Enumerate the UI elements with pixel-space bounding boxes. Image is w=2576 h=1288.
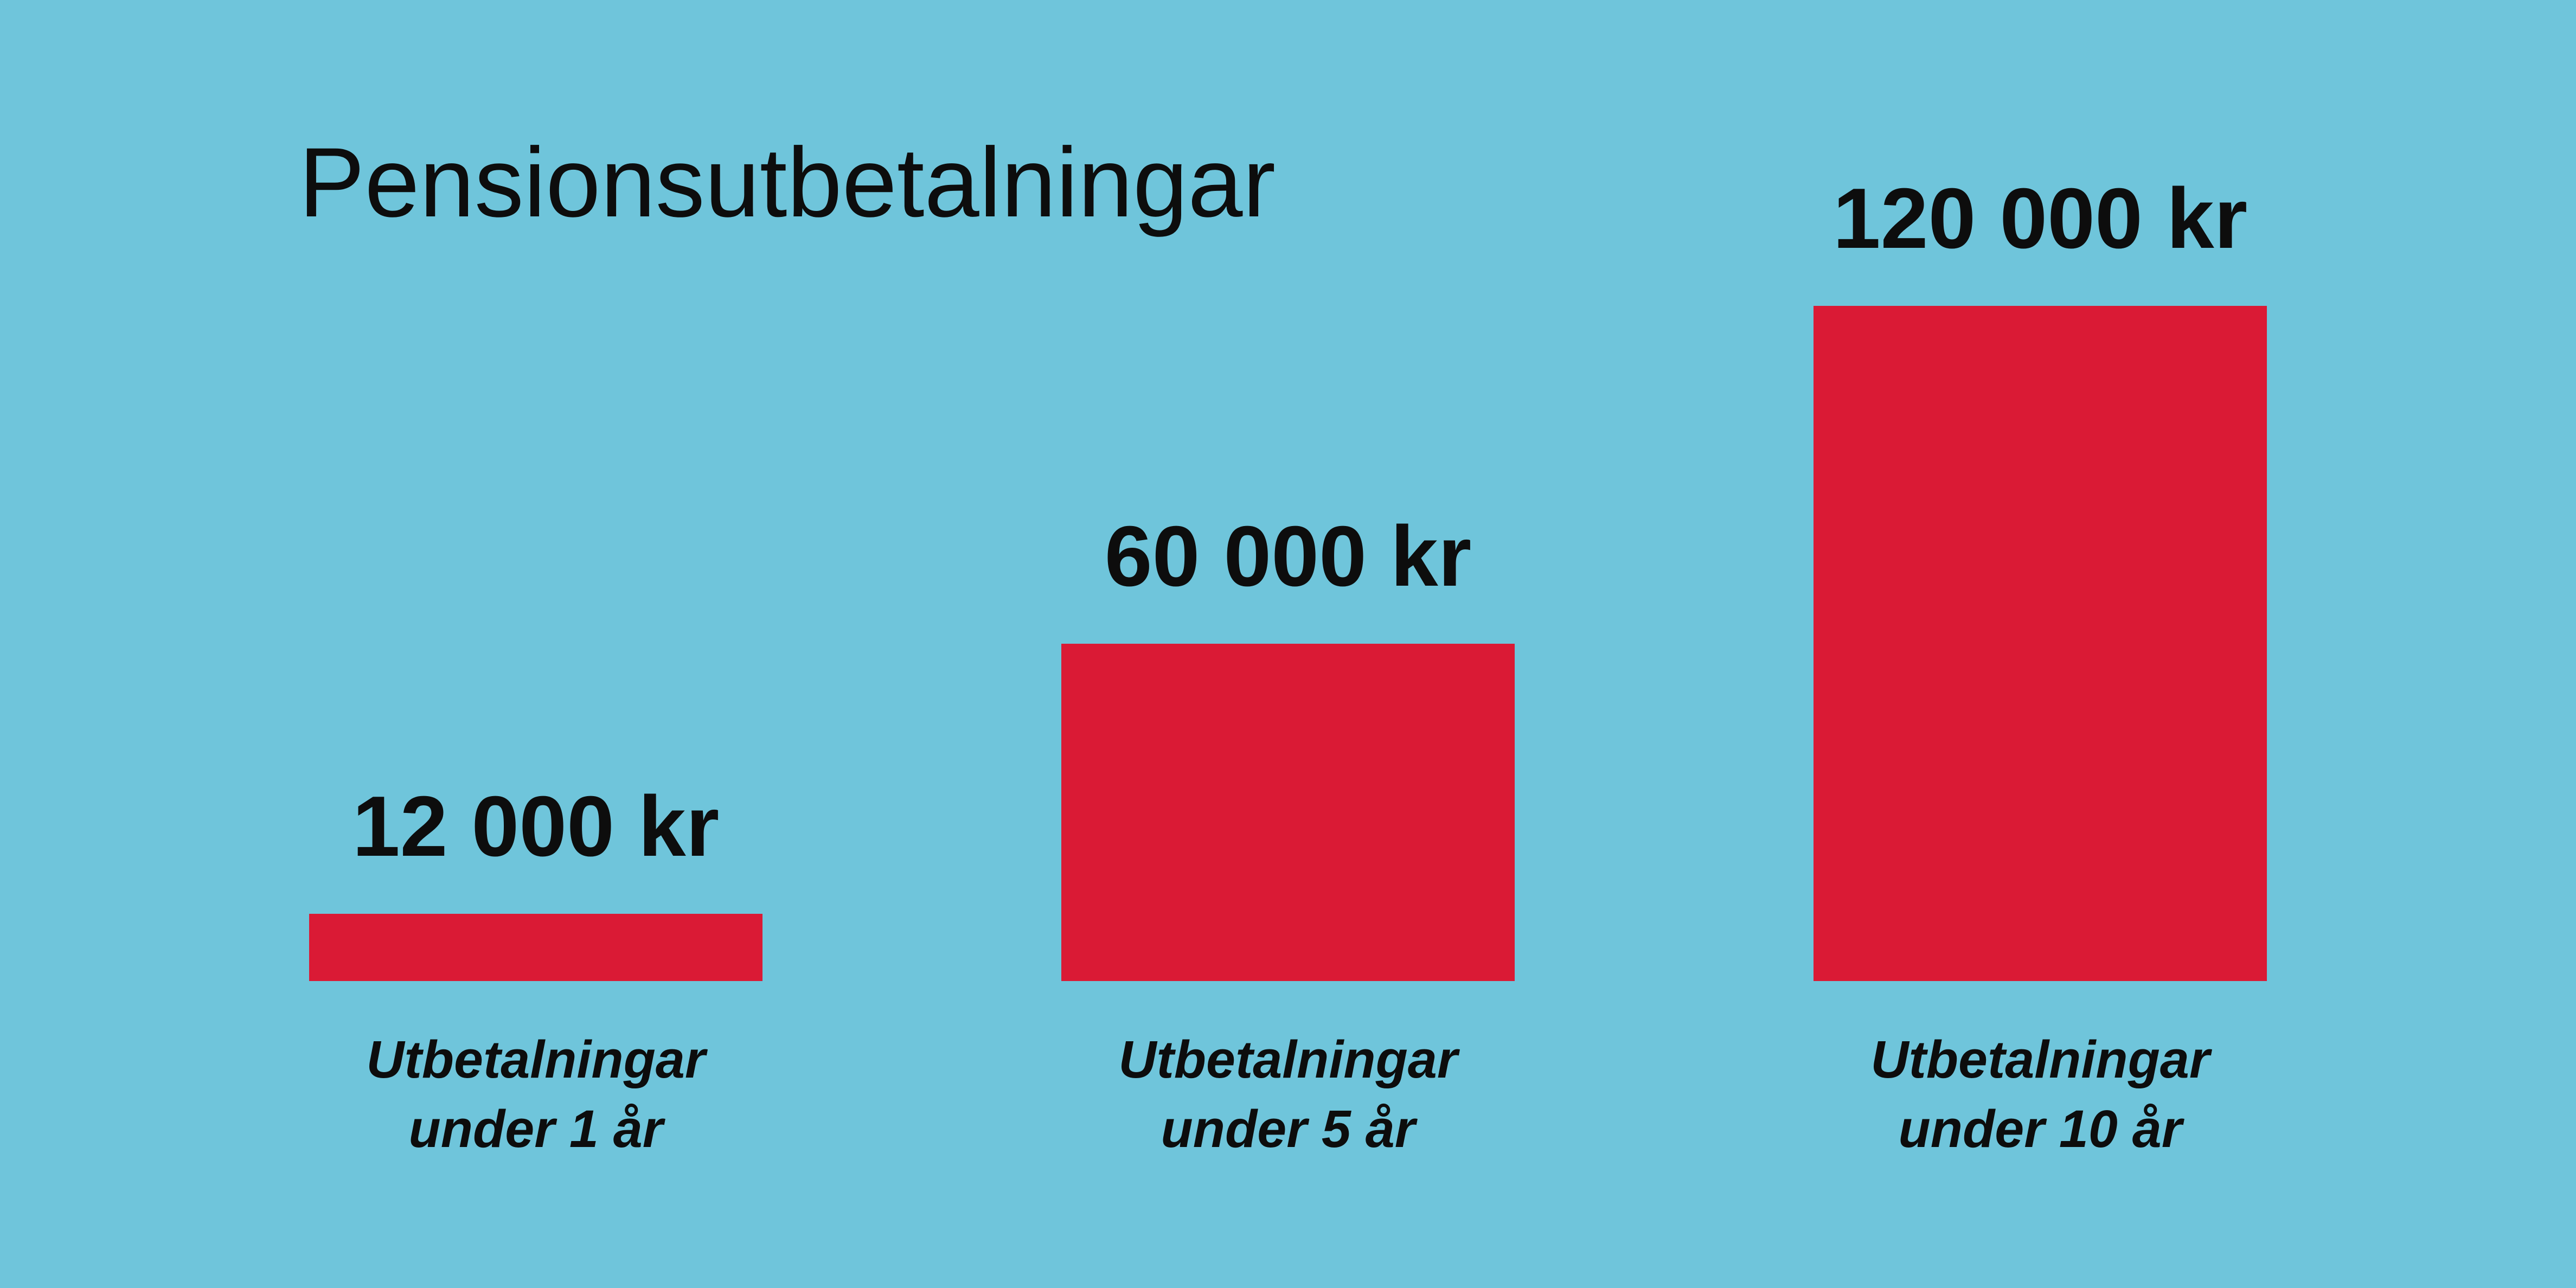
bar	[1814, 306, 2267, 981]
bar	[309, 913, 762, 981]
category-label: Utbetalningar under 10 år	[1870, 1030, 2210, 1158]
category-label: Utbetalningar under 5 år	[1118, 1030, 1458, 1158]
bar	[1061, 643, 1515, 981]
value-label: 12 000 kr	[352, 778, 720, 874]
value-label: 60 000 kr	[1104, 508, 1472, 604]
chart-title: Pensionsutbetalningar	[299, 127, 1276, 238]
value-label: 120 000 kr	[1832, 171, 2248, 266]
category-label: Utbetalningar under 1 år	[366, 1030, 706, 1158]
